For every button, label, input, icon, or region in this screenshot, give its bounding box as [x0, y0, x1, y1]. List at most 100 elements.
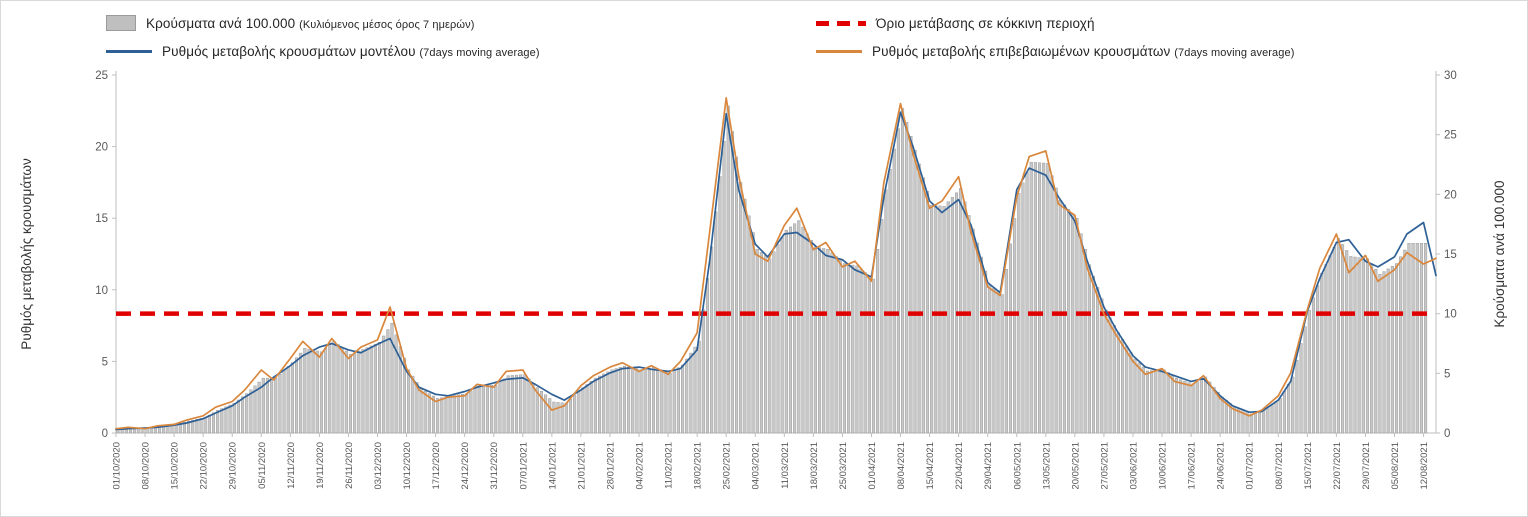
legend-item-threshold: Όριο μετάβασης σε κόκκινη περιοχή: [816, 11, 1527, 35]
daily-cases-bar: [755, 249, 759, 434]
daily-cases-bar: [759, 252, 763, 434]
daily-cases-bar: [693, 346, 697, 434]
daily-cases-bar: [274, 377, 278, 434]
daily-cases-bar: [959, 188, 963, 434]
daily-cases-bar: [1174, 377, 1179, 434]
daily-cases-bar: [826, 249, 830, 434]
daily-cases-bar: [1324, 264, 1328, 434]
right-tick-label: 10: [1444, 309, 1457, 321]
daily-cases-bar: [265, 377, 269, 434]
daily-cases-bar: [299, 352, 303, 434]
daily-cases-bar: [647, 367, 651, 434]
legend-suffix-cases: (Κυλιόμενος μέσος όρος 7 ημερών): [299, 18, 475, 31]
daily-cases-bar: [552, 401, 556, 434]
daily-cases-bar: [1274, 401, 1278, 434]
left-tick-label: 0: [102, 428, 108, 440]
daily-cases-bar: [332, 340, 336, 434]
daily-cases-bar: [793, 223, 797, 434]
x-tick-label: 22/04/2021: [954, 442, 965, 490]
daily-cases-bar: [1299, 343, 1303, 434]
daily-cases-bar: [407, 369, 411, 434]
daily-cases-bar: [1394, 263, 1399, 434]
daily-cases-bar: [1212, 386, 1216, 434]
daily-cases-bar: [1258, 411, 1262, 434]
daily-cases-bar: [714, 211, 718, 434]
daily-cases-bar: [502, 378, 506, 434]
daily-cases-bar: [1079, 233, 1083, 434]
daily-cases-bar: [901, 108, 905, 434]
daily-cases-bar: [535, 387, 539, 434]
daily-cases-bar: [1137, 362, 1141, 434]
daily-cases-bar: [896, 128, 900, 434]
daily-cases-bar: [485, 385, 489, 434]
daily-cases-bar: [884, 189, 888, 434]
daily-cases-bar: [1399, 256, 1403, 434]
daily-cases-bar: [1424, 243, 1428, 434]
daily-cases-bar: [1141, 366, 1145, 434]
x-tick-label: 03/12/2020: [373, 442, 384, 490]
daily-cases-bar: [211, 412, 216, 434]
daily-cases-bar: [917, 163, 921, 434]
daily-cases-bar: [1100, 298, 1104, 434]
x-tick-label: 11/03/2021: [780, 442, 791, 489]
daily-cases-bar: [1253, 412, 1257, 434]
x-tick-label: 05/11/2020: [257, 442, 268, 489]
daily-cases-bar: [1050, 175, 1054, 434]
daily-cases-bar: [348, 354, 352, 434]
threshold-series-swatch: [816, 20, 866, 26]
daily-cases-bar: [224, 406, 228, 434]
left-tick-label: 20: [95, 142, 108, 154]
x-tick-label: 08/04/2021: [896, 442, 907, 490]
model-line-swatch: [106, 49, 152, 53]
daily-cases-bar: [203, 417, 207, 434]
daily-cases-bar: [573, 395, 577, 434]
x-tick-label: 08/10/2020: [141, 442, 152, 490]
daily-cases-bar: [1345, 250, 1349, 434]
daily-cases-bar: [1083, 249, 1087, 434]
x-tick-label: 13/05/2021: [1041, 442, 1052, 490]
daily-cases-bar: [257, 381, 261, 434]
daily-cases-bar: [1311, 297, 1316, 434]
daily-cases-bar: [1386, 268, 1390, 434]
daily-cases-bar: [797, 220, 801, 434]
daily-cases-bar: [1378, 274, 1382, 434]
daily-cases-bar: [149, 427, 153, 434]
daily-cases-bar: [452, 395, 456, 434]
daily-cases-bar: [232, 402, 236, 434]
x-tick-label: 12/11/2020: [286, 442, 297, 489]
x-tick-label: 01/10/2020: [112, 442, 123, 490]
daily-cases-bar: [668, 373, 672, 434]
daily-cases-bar: [436, 398, 440, 434]
x-tick-label: 31/12/2020: [489, 442, 500, 490]
daily-cases-bar: [1046, 163, 1050, 434]
daily-cases-bar: [245, 393, 249, 434]
daily-cases-bar: [842, 263, 846, 434]
daily-cases-bar: [382, 335, 386, 434]
daily-cases-bar: [618, 367, 622, 434]
daily-cases-bar: [1204, 376, 1208, 434]
daily-cases-bar: [905, 122, 909, 434]
daily-cases-bar: [888, 169, 892, 434]
daily-cases-bar: [1287, 383, 1291, 434]
daily-cases-bar: [1216, 391, 1220, 434]
right-axis-title: Κρούσματα ανά 100.000: [1492, 180, 1507, 327]
daily-cases-bar: [622, 365, 626, 434]
daily-cases-bar: [469, 390, 473, 434]
daily-cases-bar: [863, 272, 867, 434]
x-tick-label: 10/12/2020: [402, 442, 413, 490]
daily-cases-bar: [942, 206, 946, 434]
daily-cases-bar: [498, 381, 502, 434]
daily-cases-bar: [1336, 238, 1340, 434]
daily-cases-bar: [228, 404, 232, 434]
daily-cases-bar: [361, 349, 365, 434]
daily-cases-bar: [290, 362, 294, 434]
daily-cases-bar: [996, 291, 1000, 434]
daily-cases-bar: [357, 350, 361, 434]
daily-cases-bar: [722, 141, 726, 434]
daily-cases-bar: [494, 385, 498, 434]
daily-cases-bar: [473, 387, 477, 434]
x-tick-label: 28/01/2021: [605, 442, 616, 490]
daily-cases-bar: [938, 205, 942, 434]
daily-cases-bar: [934, 205, 938, 434]
